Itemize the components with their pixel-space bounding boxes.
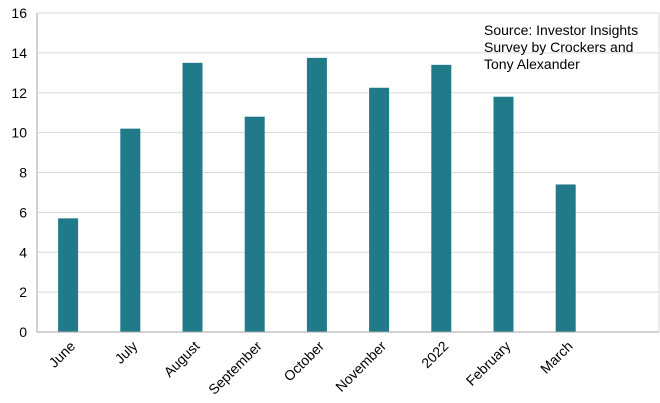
x-tick-label: September [205, 338, 265, 398]
x-tick-label: July [111, 338, 140, 367]
x-tick-label: October [280, 338, 327, 385]
y-tick-label: 16 [11, 5, 27, 21]
y-tick-labels: 0 2 4 6 8 10 12 14 16 [11, 5, 27, 340]
y-tick-label: 8 [19, 165, 27, 181]
y-tick-label: 0 [19, 324, 27, 340]
x-tick-label: February [463, 338, 514, 389]
source-line-1: Source: Investor Insights [484, 22, 639, 38]
x-tick-labels: June July August September October November 20… [45, 338, 575, 398]
bar [431, 64, 452, 333]
y-tick-label: 2 [19, 284, 27, 300]
y-tick-label: 4 [19, 244, 27, 260]
y-tick-label: 6 [19, 204, 27, 220]
source-line-3: Tony Alexander [484, 56, 580, 72]
bars [58, 57, 576, 333]
x-tick-label: November [332, 338, 389, 395]
source-line-2: Survey by Crockers and [484, 39, 634, 55]
y-tick-label: 10 [11, 125, 27, 141]
y-tick-label: 14 [11, 45, 27, 61]
bar [493, 96, 514, 332]
bar [369, 87, 390, 332]
bar [120, 128, 141, 332]
y-tick-label: 12 [11, 85, 27, 101]
bar [244, 116, 265, 332]
bar [58, 218, 79, 332]
gridlines [37, 12, 659, 293]
bar [555, 184, 576, 332]
x-tick-label: 2022 [418, 338, 451, 371]
x-tick-label: August [160, 338, 202, 380]
axes [36, 13, 660, 333]
x-tick-label: June [45, 338, 78, 371]
source-annotation: Source: Investor Insights Survey by Croc… [484, 22, 644, 73]
bar [306, 57, 327, 332]
x-tick-label: March [537, 338, 576, 377]
bar [182, 62, 203, 332]
